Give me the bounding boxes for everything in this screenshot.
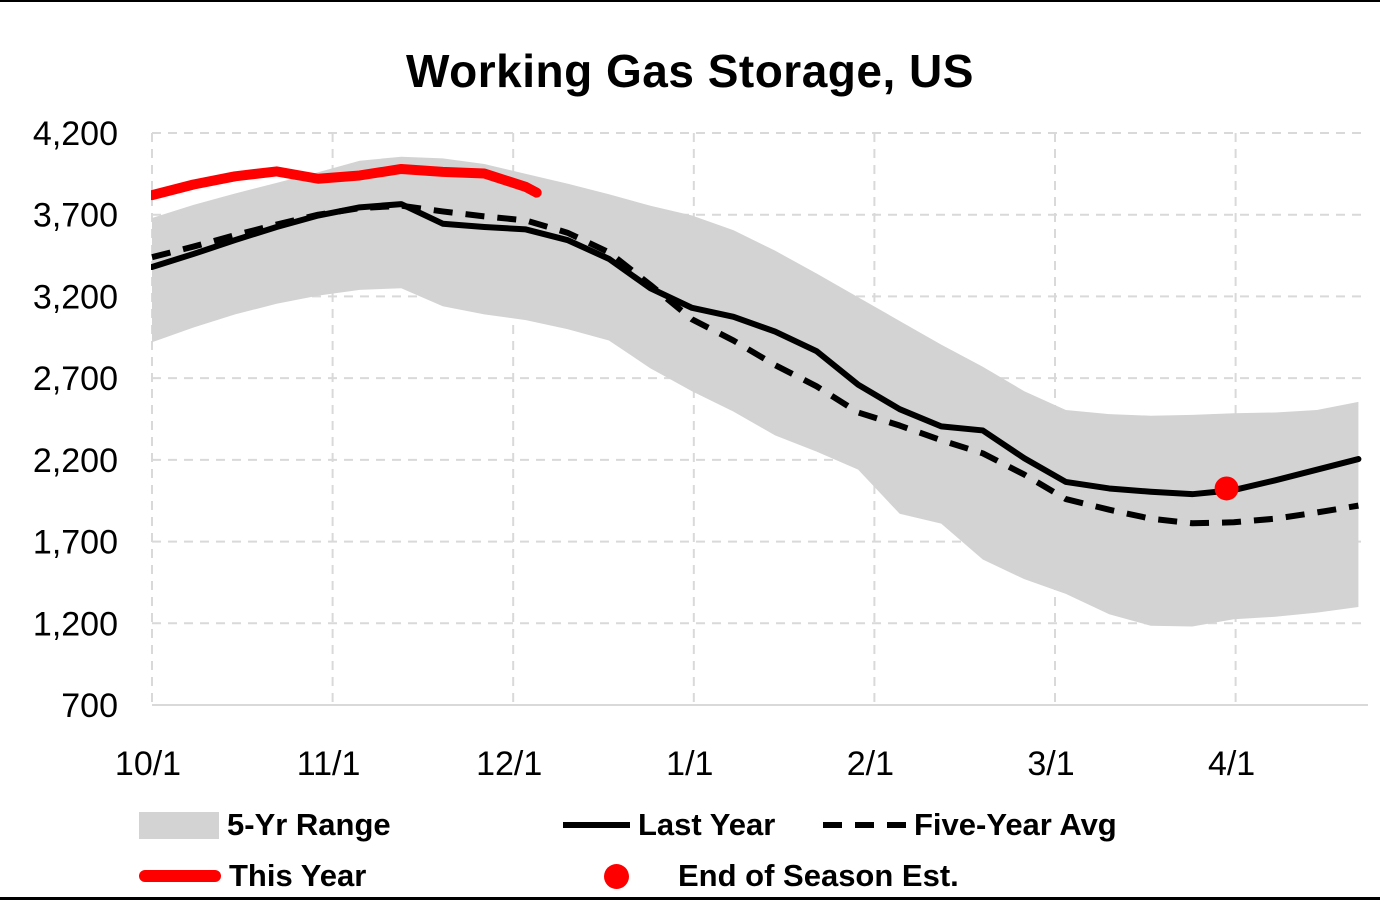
chart-title: Working Gas Storage, US	[406, 45, 974, 97]
legend-item-five-year-avg: Five-Year Avg	[823, 807, 1117, 842]
legend-item-this-year: This Year	[139, 858, 367, 893]
legend-label: Last Year	[638, 807, 776, 842]
x-tick-label: 12/1	[476, 745, 542, 783]
x-tick-label: 4/1	[1208, 745, 1255, 783]
y-tick-label: 4,200	[33, 115, 118, 153]
x-tick-label: 11/1	[297, 745, 361, 783]
y-tick-label: 1,700	[33, 524, 118, 562]
legend-label: This Year	[229, 858, 367, 893]
red-dot-swatch-icon	[570, 863, 662, 889]
bottom-border-line	[0, 897, 1380, 900]
legend-label: Five-Year Avg	[914, 807, 1117, 842]
y-tick-label: 700	[61, 687, 118, 725]
x-tick-label: 1/1	[666, 745, 713, 783]
red-line-swatch-icon	[139, 870, 221, 882]
y-tick-label: 2,700	[33, 360, 118, 398]
band-swatch-icon	[139, 811, 219, 839]
legend-item-last-year: Last Year	[563, 807, 776, 842]
dashed-line-swatch-icon	[823, 822, 906, 828]
x-tick-label: 10/1	[115, 745, 181, 783]
top-border-line	[0, 0, 1380, 2]
legend-label: 5-Yr Range	[227, 807, 391, 842]
solid-line-swatch-icon	[563, 822, 630, 828]
y-tick-label: 3,700	[33, 197, 118, 235]
x-tick-label: 2/1	[847, 745, 894, 783]
legend-item-5yr-range: 5-Yr Range	[139, 807, 391, 842]
y-tick-label: 2,200	[33, 442, 118, 480]
x-tick-label: 3/1	[1027, 745, 1074, 783]
legend-item-end-of-season: End of Season Est.	[570, 858, 959, 893]
y-tick-label: 1,200	[33, 605, 118, 643]
legend-label: End of Season Est.	[678, 858, 959, 893]
y-tick-label: 3,200	[33, 278, 118, 316]
